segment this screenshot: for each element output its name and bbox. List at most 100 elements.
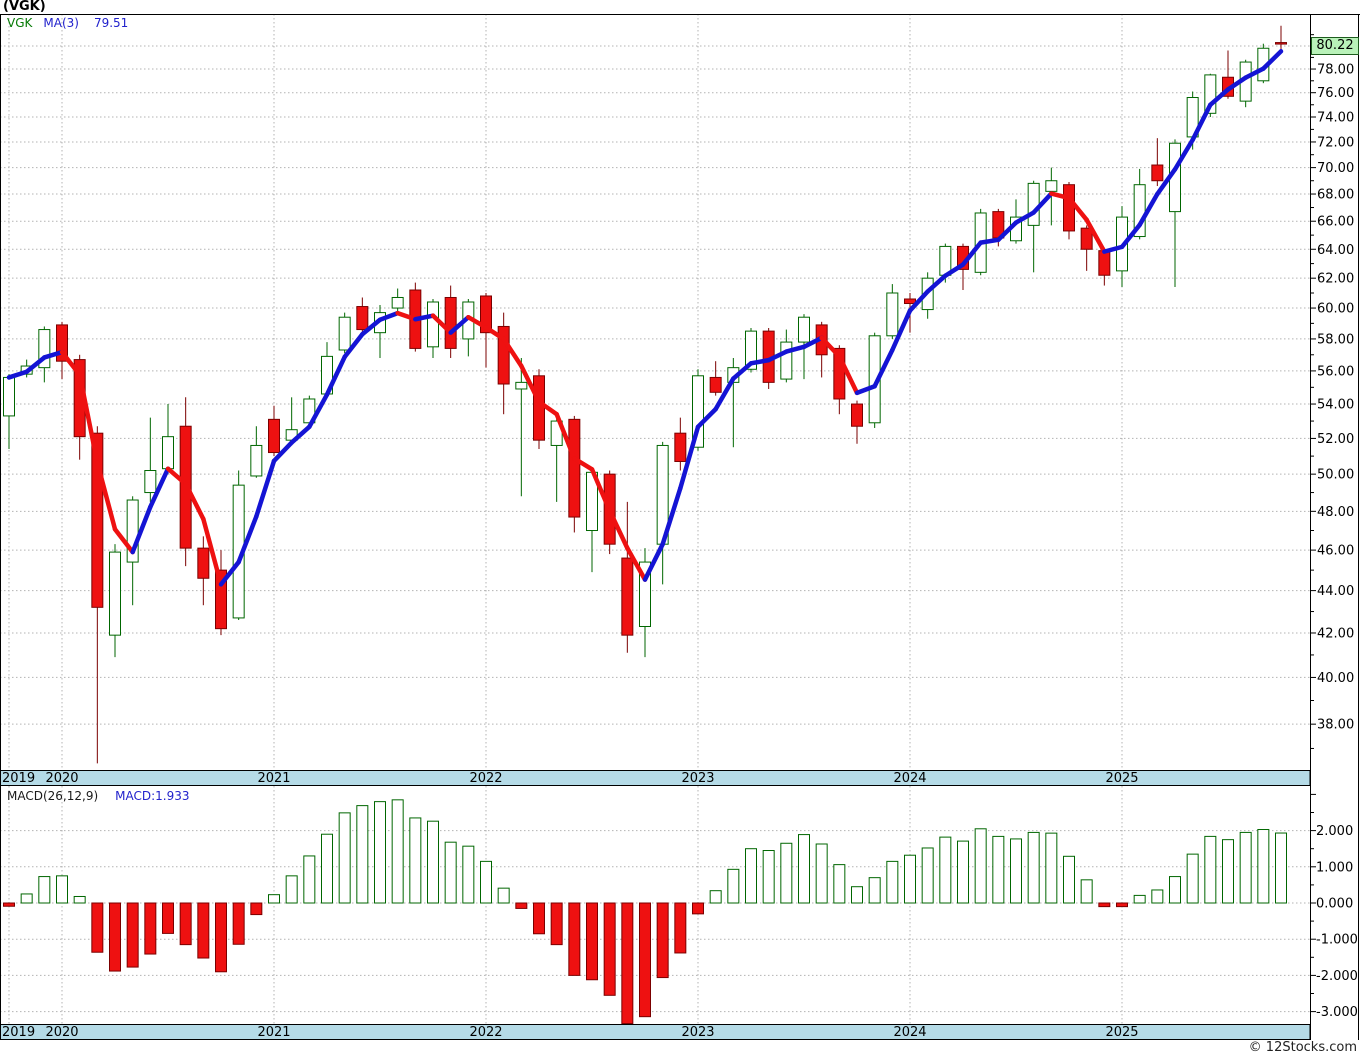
- candle: [38, 326, 51, 383]
- svg-text:72.00: 72.00: [1317, 135, 1354, 150]
- candle: [197, 536, 210, 606]
- candle: [656, 441, 669, 585]
- macd-bar: [1275, 832, 1287, 904]
- macd-bar: [497, 887, 510, 904]
- x-axis-bands: [0, 770, 1311, 1040]
- svg-text:46.00: 46.00: [1317, 544, 1354, 559]
- candle: [692, 369, 704, 451]
- macd-bar: [1239, 831, 1252, 904]
- candle: [144, 417, 157, 502]
- svg-text:2024: 2024: [893, 1025, 926, 1040]
- macd-bar: [533, 902, 545, 935]
- macd-bar: [674, 902, 687, 954]
- macd-bar: [162, 902, 174, 934]
- svg-text:62.00: 62.00: [1317, 272, 1354, 287]
- candle: [462, 298, 475, 357]
- macd-bar: [268, 894, 280, 904]
- svg-text:58.00: 58.00: [1317, 332, 1354, 347]
- year-labels: 2019 2020 2021 2022 2023 2024 2025 2019 2020 2021…: [2, 771, 1139, 1040]
- candle: [533, 369, 545, 449]
- candle: [568, 415, 581, 533]
- macd-axis: 2.000 1.000 0.000 -1.000 -2.000 -3.000: [1310, 793, 1358, 1020]
- macd-bar: [921, 847, 934, 904]
- macd-bar: [1257, 829, 1270, 904]
- macd-bar: [1222, 839, 1234, 904]
- svg-text:66.00: 66.00: [1317, 215, 1354, 230]
- candle: [1080, 225, 1093, 271]
- macd-legend: MACD(26,12,9) MACD:1.933: [7, 789, 190, 803]
- svg-text:2024: 2024: [893, 771, 926, 786]
- macd-bar: [144, 902, 157, 955]
- macd-bar: [515, 902, 528, 909]
- svg-text:2022: 2022: [469, 771, 502, 786]
- svg-text:2025: 2025: [1105, 1025, 1138, 1040]
- macd-bar: [38, 876, 51, 904]
- macd-bar: [851, 886, 863, 904]
- macd-bar: [480, 860, 492, 904]
- macd-histogram: [3, 799, 1287, 1025]
- macd-bar: [1186, 853, 1199, 904]
- macd-bar: [939, 836, 952, 904]
- macd-bar: [109, 902, 121, 972]
- macd-bar: [356, 805, 369, 904]
- svg-text:50.00: 50.00: [1317, 468, 1354, 483]
- svg-text:1.000: 1.000: [1316, 860, 1353, 875]
- macd-bar: [992, 835, 1005, 904]
- candle: [109, 544, 121, 658]
- macd-bar: [338, 812, 351, 904]
- macd-bar: [568, 902, 581, 976]
- svg-text:56.00: 56.00: [1317, 364, 1354, 379]
- svg-text:2025: 2025: [1105, 771, 1138, 786]
- macd-params-label: MACD(26,12,9): [7, 789, 99, 803]
- macd-bar: [621, 902, 634, 1025]
- macd-bar: [374, 801, 386, 904]
- macd-bar: [179, 902, 192, 946]
- gridlines: [0, 14, 1310, 1024]
- svg-text:2019: 2019: [2, 1025, 35, 1040]
- macd-bar: [126, 902, 139, 968]
- candle: [497, 312, 510, 415]
- macd-bar: [868, 877, 881, 904]
- macd-value-label: MACD:1.933: [115, 789, 190, 803]
- svg-text:38.00: 38.00: [1317, 718, 1354, 733]
- candle: [709, 361, 722, 396]
- svg-text:54.00: 54.00: [1317, 398, 1354, 413]
- macd-bar: [656, 902, 669, 979]
- macd-bar: [886, 860, 899, 904]
- candle: [391, 288, 404, 312]
- macd-bar: [1133, 894, 1146, 904]
- macd-bar: [1063, 855, 1075, 904]
- macd-bar: [285, 875, 298, 904]
- macd-bar: [391, 799, 404, 904]
- candle: [268, 405, 280, 457]
- macd-bar: [1204, 835, 1217, 904]
- macd-bar: [303, 855, 316, 904]
- macd-bar: [709, 890, 722, 904]
- candle: [851, 400, 863, 444]
- candle: [374, 305, 386, 358]
- macd-bar: [727, 868, 740, 904]
- page-title: (VGK): [3, 0, 46, 14]
- macd-bar: [321, 833, 333, 904]
- candle: [1204, 73, 1217, 117]
- ma3-line: [6, 49, 1284, 587]
- candle: [550, 417, 563, 502]
- candle: [674, 417, 687, 471]
- macd-bar: [586, 902, 598, 981]
- macd-bar: [798, 834, 810, 904]
- svg-text:-2.000: -2.000: [1316, 969, 1358, 984]
- svg-text:2021: 2021: [257, 1025, 290, 1040]
- watermark: © 12Stocks.com: [1248, 1040, 1357, 1055]
- svg-text:52.00: 52.00: [1317, 432, 1354, 447]
- macd-bar: [833, 864, 846, 904]
- svg-text:68.00: 68.00: [1317, 188, 1354, 203]
- svg-text:-3.000: -3.000: [1316, 1005, 1358, 1020]
- candle: [480, 292, 492, 368]
- candle: [780, 329, 793, 383]
- legend-ma-value: 79.51: [93, 16, 129, 30]
- svg-text:42.00: 42.00: [1317, 626, 1354, 641]
- macd-bar: [780, 842, 793, 904]
- candle: [1027, 180, 1040, 273]
- macd-bar: [250, 902, 263, 916]
- macd-bar: [91, 902, 104, 953]
